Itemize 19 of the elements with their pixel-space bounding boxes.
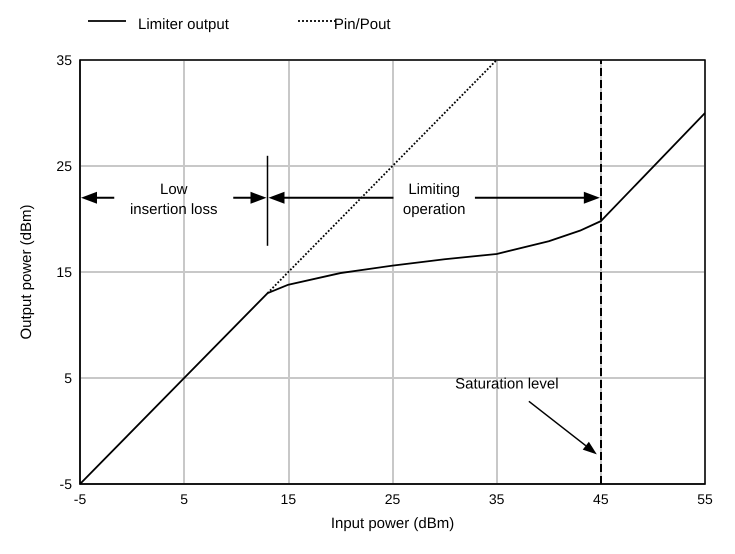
legend-label: Limiter output [138,16,230,33]
x-tick-label: 15 [280,491,296,507]
y-axis-title: Output power (dBm) [18,204,35,340]
annotation: Saturation level [455,375,559,392]
y-tick-label: 5 [64,370,72,386]
x-tick-label: 5 [180,491,188,507]
annotation: Low insertion loss [130,180,218,218]
y-tick-label: 25 [56,158,72,174]
x-axis-title: Input power (dBm) [330,515,454,532]
x-tick-label: 55 [697,491,713,507]
x-tick-label: 35 [488,491,505,507]
legend-label: Pin/Pout [334,16,392,33]
y-tick-label: -5 [60,476,72,492]
y-tick-label: 15 [56,264,72,280]
x-tick-label: -5 [74,491,86,507]
x-tick-label: 45 [593,491,609,507]
x-tick-label: 25 [384,491,400,507]
annotation: Limiting operation [402,180,466,218]
y-tick-label: 35 [56,52,72,68]
